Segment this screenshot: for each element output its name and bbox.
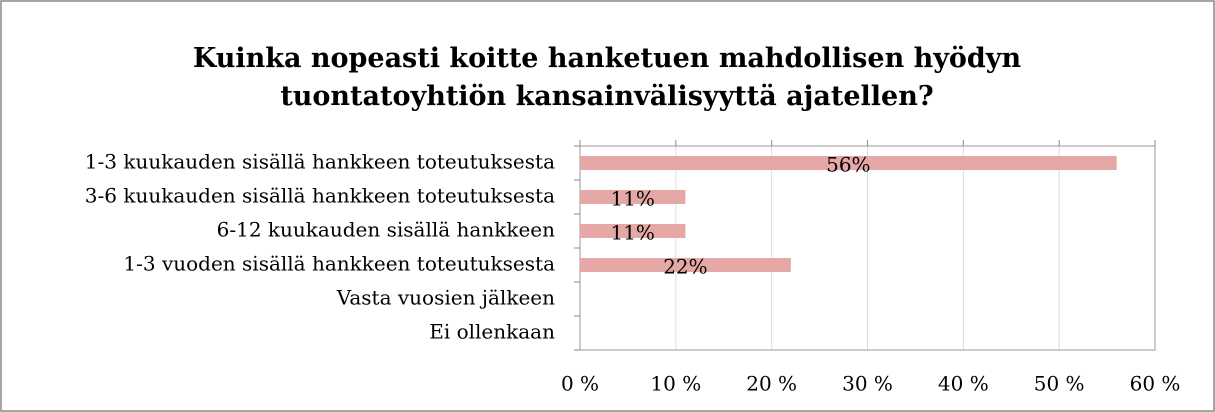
data-label: 56% xyxy=(826,153,870,177)
chart-title: Kuinka nopeasti koitte hanketuen mahdoll… xyxy=(192,43,1022,112)
data-label: 22% xyxy=(663,255,707,279)
x-tick-label: 0 % xyxy=(561,372,599,396)
y-tick-label: 6-12 kuukauden sisällä hankkeen xyxy=(217,218,555,242)
y-tick-label: 1-3 vuoden sisällä hankkeen toteutuksest… xyxy=(123,252,555,276)
x-tick-label: 20 % xyxy=(746,372,797,396)
bar xyxy=(580,258,791,272)
data-label: 11% xyxy=(610,187,654,211)
y-tick-label: Vasta vuosien jälkeen xyxy=(336,286,555,310)
y-tick-label: 3-6 kuukauden sisällä hankkeen toteutuks… xyxy=(85,184,555,208)
y-tick-label: 1-3 kuukauden sisällä hankkeen toteutuks… xyxy=(85,150,555,174)
x-tick-label: 30 % xyxy=(842,372,893,396)
bar xyxy=(580,224,686,238)
x-tick-label: 60 % xyxy=(1130,372,1181,396)
x-tick-label: 10 % xyxy=(650,372,701,396)
y-tick-label: Ei ollenkaan xyxy=(429,320,555,344)
x-tick-label: 40 % xyxy=(938,372,989,396)
bar xyxy=(580,190,686,204)
bar xyxy=(580,156,1117,170)
x-tick-label: 50 % xyxy=(1034,372,1085,396)
data-label: 11% xyxy=(610,221,654,245)
